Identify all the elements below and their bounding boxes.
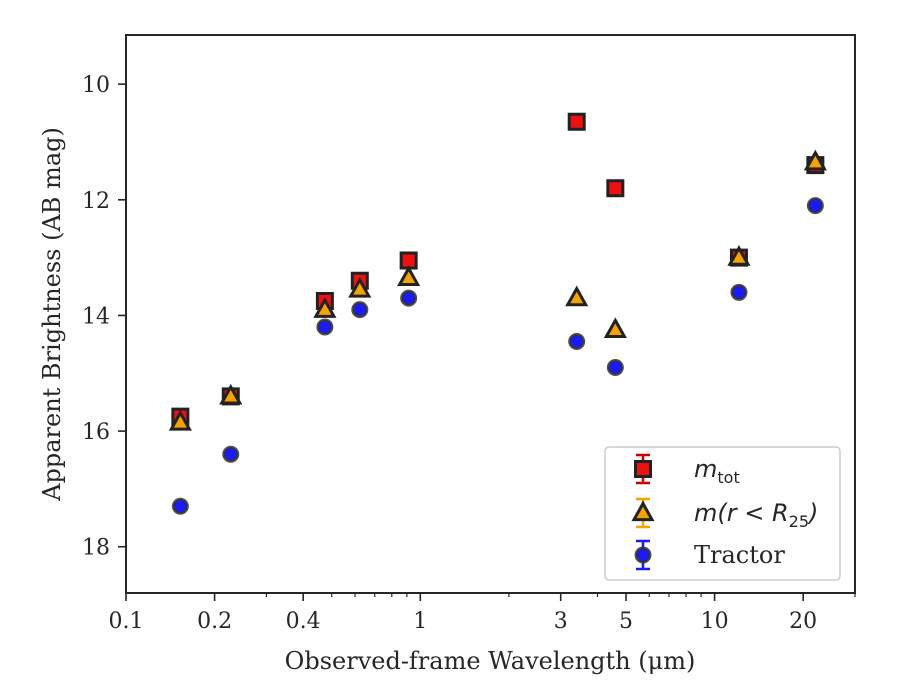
tractor-point — [806, 197, 824, 215]
legend: mtot m(r < R25) Tractor — [604, 446, 841, 581]
legend-marker-m-r-lt-r25 — [631, 500, 655, 522]
y-tick-label: 10 — [82, 73, 110, 98]
tractor-point — [316, 318, 334, 336]
y-axis-label: Apparent Brightness (AB mag) — [38, 127, 66, 502]
x-tick-label: 3 — [554, 609, 568, 634]
legend-label-tractor: Tractor — [694, 541, 785, 569]
legend-item-mtot: mtot — [634, 453, 740, 487]
y-tick-label: 14 — [82, 304, 110, 329]
m-r-lt-r25-point — [803, 149, 827, 171]
legend-label-mtot: mtot — [694, 455, 740, 487]
tractor-point — [400, 289, 418, 307]
legend-marker-mtot — [634, 460, 652, 478]
mtot-point — [567, 112, 586, 131]
tractor-point — [222, 445, 240, 463]
legend-item-tractor: Tractor — [634, 539, 785, 571]
legend-frame — [604, 446, 841, 581]
legend-items: mtot m(r < R25) Tractor — [631, 453, 818, 571]
m-r-lt-r25-point — [727, 245, 751, 266]
x-tick-label: 5 — [619, 609, 633, 634]
y-tick-label: 16 — [82, 420, 110, 445]
m-r-lt-r25-point — [348, 276, 372, 298]
m-r-lt-r25-point — [313, 297, 337, 318]
m-r-lt-r25-point — [219, 383, 243, 405]
x-tick-label: 0.1 — [109, 609, 144, 634]
x-tick-label: 0.4 — [286, 609, 321, 634]
m-r-lt-r25-point — [603, 317, 627, 339]
m-r-lt-r25-point — [168, 409, 192, 431]
legend-item-m-r-lt-r25: m(r < R25) — [631, 497, 818, 531]
tractor-point — [351, 301, 369, 319]
y-tick-label: 18 — [82, 536, 110, 561]
x-axis-label: Observed-frame Wavelength (μm) — [285, 647, 696, 675]
mtot-point — [606, 179, 625, 198]
data-layer — [168, 112, 827, 515]
y-tick-label: 12 — [82, 189, 110, 214]
x-tick-label: 10 — [701, 609, 729, 634]
x-tick-label: 0.2 — [197, 609, 232, 634]
tractor-point — [606, 358, 624, 376]
tractor-point — [171, 497, 189, 515]
tractor-point — [730, 283, 748, 301]
series-m-r-lt-r25 — [168, 149, 827, 431]
plot-frame — [125, 34, 856, 594]
axes-ticks: 0.1 0.2 0.4 1 3 5 10 20 10 12 14 16 18 — [82, 73, 856, 634]
m-r-lt-r25-point — [565, 285, 589, 307]
legend-label-m-r-lt-r25: m(r < R25) — [694, 499, 818, 531]
x-tick-label: 20 — [789, 609, 817, 634]
tractor-point — [568, 332, 586, 350]
legend-marker-tractor — [634, 546, 652, 564]
m-r-lt-r25-point — [397, 265, 421, 287]
x-tick-label: 1 — [413, 609, 427, 634]
series-tractor — [171, 197, 824, 515]
